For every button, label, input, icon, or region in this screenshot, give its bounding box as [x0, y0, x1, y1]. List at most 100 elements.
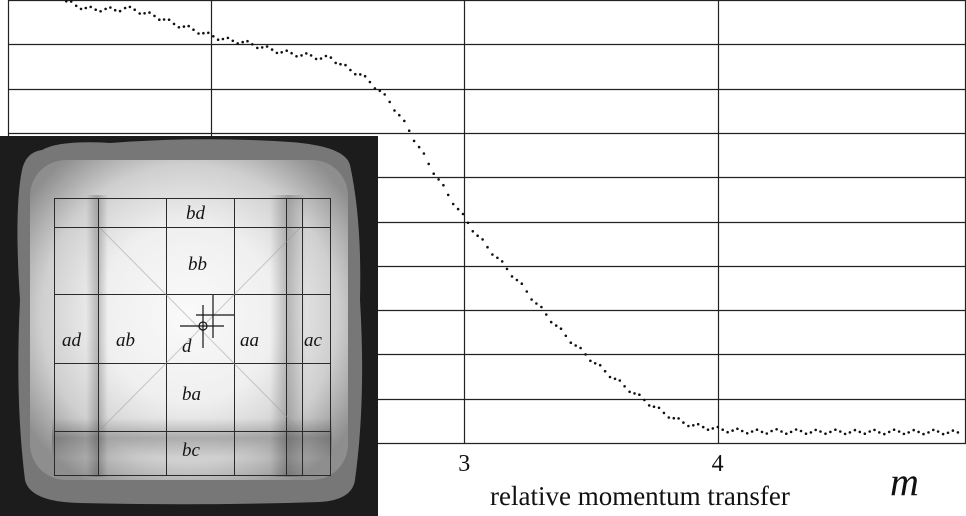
x-axis-label: relative momentum transfer	[490, 481, 790, 511]
data-point	[270, 48, 274, 51]
data-point	[162, 18, 166, 21]
data-point	[344, 63, 347, 67]
data-point	[260, 46, 264, 49]
data-point	[471, 230, 475, 233]
data-point	[319, 57, 323, 60]
data-point	[300, 54, 303, 57]
region-label-ac: ac	[304, 330, 323, 351]
data-point	[226, 36, 230, 40]
data-point	[275, 51, 279, 55]
data-point	[652, 405, 656, 409]
data-point	[760, 430, 764, 434]
data-point	[422, 152, 426, 155]
data-point	[491, 253, 494, 256]
data-point	[912, 428, 915, 432]
crosshair-icon	[180, 295, 234, 348]
data-point	[212, 35, 215, 38]
data-point	[726, 430, 729, 434]
data-point	[153, 14, 156, 18]
data-point	[515, 278, 519, 282]
data-point	[956, 431, 960, 434]
data-point	[922, 432, 925, 436]
data-point	[677, 417, 680, 420]
data-points	[65, 0, 960, 436]
data-point	[579, 346, 582, 350]
data-point	[305, 52, 308, 55]
diffraction-inset: bd bb ad ab d aa ac ba bc	[0, 136, 378, 516]
data-point	[569, 341, 573, 345]
data-point	[79, 7, 83, 11]
data-point	[486, 245, 489, 249]
data-point	[608, 375, 612, 379]
data-point	[765, 432, 769, 435]
data-point	[682, 421, 685, 424]
region-label-bb: bb	[188, 254, 207, 275]
data-point	[231, 39, 235, 43]
data-point	[540, 305, 543, 309]
data-point	[672, 416, 676, 420]
data-point	[182, 25, 186, 28]
data-point	[598, 363, 602, 367]
data-point	[290, 51, 293, 55]
data-point	[368, 80, 372, 84]
data-point	[618, 379, 622, 382]
data-point	[883, 432, 886, 436]
data-point	[197, 32, 200, 35]
data-point	[118, 9, 122, 13]
data-point	[84, 6, 88, 10]
data-point	[643, 398, 646, 402]
data-point	[207, 31, 210, 35]
region-label-bd: bd	[186, 203, 206, 224]
x-tick-label: 4	[712, 451, 724, 477]
data-point	[613, 377, 617, 381]
data-point	[99, 10, 102, 13]
x-tick-label: 3	[458, 451, 470, 477]
data-point	[94, 8, 97, 11]
data-point	[69, 0, 73, 3]
data-point	[123, 6, 127, 10]
data-point	[476, 234, 479, 237]
data-point	[902, 432, 906, 436]
data-point	[427, 162, 431, 166]
data-point	[324, 54, 328, 58]
inset-bright-field	[30, 160, 348, 480]
data-point	[804, 432, 808, 436]
data-point	[285, 49, 289, 52]
data-point	[109, 6, 112, 9]
data-point	[932, 428, 935, 432]
data-point	[525, 290, 529, 293]
data-point	[520, 282, 524, 286]
data-point	[858, 430, 862, 434]
data-point	[530, 298, 533, 301]
data-point	[731, 429, 734, 432]
data-point	[824, 432, 827, 436]
data-point	[628, 390, 631, 394]
data-point	[437, 178, 440, 181]
data-point	[456, 207, 460, 211]
inset-grid-lines	[54, 198, 331, 476]
data-point	[662, 411, 666, 415]
data-point	[667, 416, 671, 419]
data-point	[388, 100, 392, 104]
data-point	[359, 73, 362, 76]
data-point	[574, 344, 577, 347]
data-point	[221, 37, 225, 41]
data-point	[868, 430, 871, 433]
data-point	[407, 129, 411, 132]
data-point	[280, 51, 284, 54]
data-point	[461, 212, 465, 216]
data-point	[158, 18, 161, 22]
data-point	[721, 428, 724, 432]
data-point	[216, 38, 220, 41]
data-point	[794, 428, 798, 431]
region-label-ab: ab	[116, 330, 135, 351]
data-point	[446, 193, 450, 197]
data-point	[843, 432, 847, 436]
data-point	[829, 430, 832, 434]
data-point	[481, 238, 484, 241]
data-point	[584, 353, 587, 356]
data-point	[545, 313, 548, 316]
data-point	[172, 22, 176, 26]
data-point	[432, 172, 436, 175]
data-point	[265, 45, 269, 48]
